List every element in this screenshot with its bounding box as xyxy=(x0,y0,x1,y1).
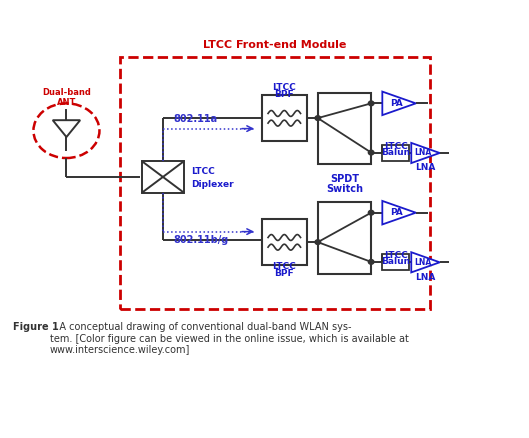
Text: ANT: ANT xyxy=(57,98,76,106)
Polygon shape xyxy=(411,143,440,163)
Text: LTCC: LTCC xyxy=(191,167,215,177)
Circle shape xyxy=(315,116,321,120)
Text: BPF: BPF xyxy=(275,269,294,278)
Text: A conceptual drawing of conventional dual-band WLAN sys-
tem. [Color figure can : A conceptual drawing of conventional dua… xyxy=(50,322,408,355)
Text: LTCC: LTCC xyxy=(384,251,407,260)
Text: LTCC: LTCC xyxy=(384,142,407,151)
Circle shape xyxy=(368,260,374,264)
Text: LNA: LNA xyxy=(415,163,436,172)
Circle shape xyxy=(315,240,321,244)
Bar xyxy=(382,254,409,270)
Text: LNA: LNA xyxy=(415,258,432,267)
Circle shape xyxy=(368,210,374,215)
Bar xyxy=(382,145,409,161)
Text: Balun: Balun xyxy=(381,148,410,157)
Bar xyxy=(318,93,371,164)
Text: Figure 1: Figure 1 xyxy=(13,322,59,332)
Circle shape xyxy=(368,150,374,155)
Bar xyxy=(262,95,307,141)
Bar xyxy=(262,219,307,265)
Polygon shape xyxy=(411,252,440,272)
Circle shape xyxy=(368,101,374,106)
Text: LTCC: LTCC xyxy=(272,83,296,92)
Text: SPDT: SPDT xyxy=(330,173,359,184)
Polygon shape xyxy=(53,120,80,137)
Bar xyxy=(318,202,371,274)
Text: Dual-band: Dual-band xyxy=(42,88,91,96)
Bar xyxy=(120,57,430,309)
Polygon shape xyxy=(382,201,416,224)
Text: Diplexer: Diplexer xyxy=(191,180,233,189)
Text: LTCC Front-end Module: LTCC Front-end Module xyxy=(203,39,346,49)
Text: BPF: BPF xyxy=(275,91,294,99)
Text: Switch: Switch xyxy=(326,184,363,194)
Text: LNA: LNA xyxy=(415,148,432,158)
Polygon shape xyxy=(382,92,416,115)
Text: 802.11b/g: 802.11b/g xyxy=(173,235,229,245)
Text: LNA: LNA xyxy=(415,272,436,282)
Text: Balun: Balun xyxy=(381,258,410,266)
Bar xyxy=(142,161,184,193)
Text: PA: PA xyxy=(390,208,403,217)
Text: PA: PA xyxy=(390,99,403,108)
Text: LTCC: LTCC xyxy=(272,261,296,271)
Text: 802.11a: 802.11a xyxy=(173,114,217,124)
